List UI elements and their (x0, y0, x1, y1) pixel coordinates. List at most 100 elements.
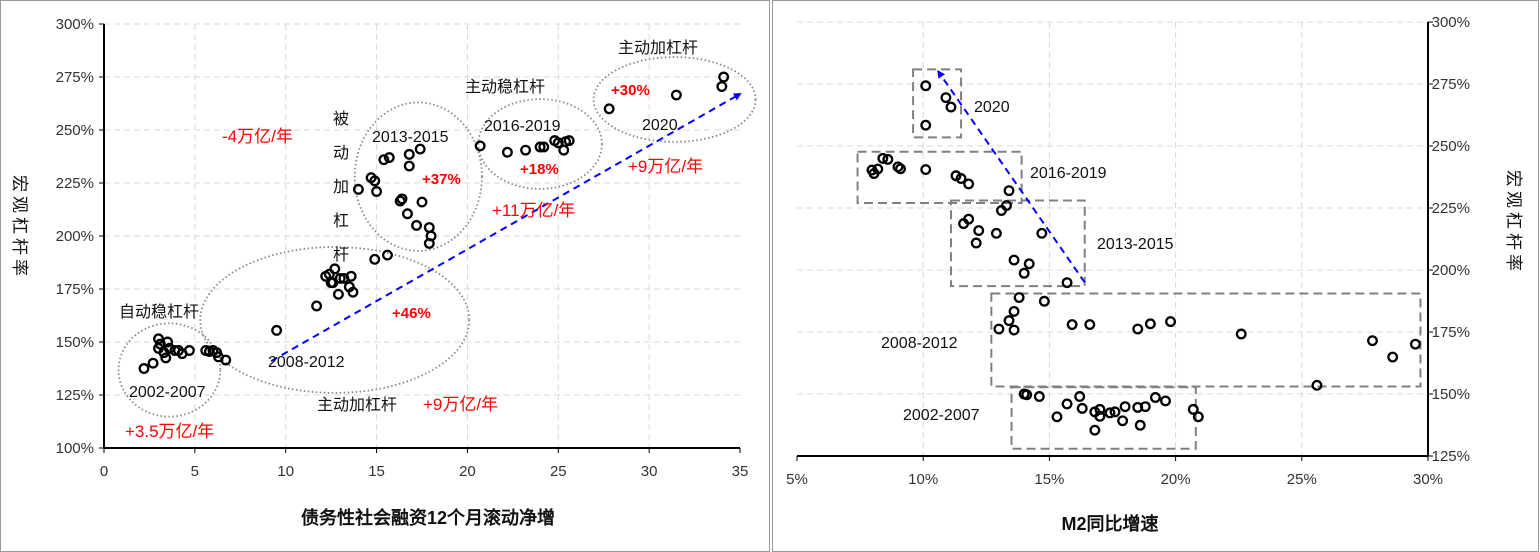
box-label-2016-2019: 2016-2019 (1030, 165, 1107, 182)
data-point-2016-2019 (538, 141, 550, 153)
annotation-0812-pct: +46% (392, 305, 431, 322)
y-tick-label: 125% (1432, 448, 1470, 465)
data-point-2002-2007 (1139, 401, 1151, 413)
data-point-2008-2012 (1409, 338, 1421, 350)
data-point-2013-2015 (1061, 277, 1073, 289)
y-tick-label: 125% (56, 387, 94, 404)
data-point-2008-2012 (332, 288, 344, 300)
x-tick-label: 25% (1287, 471, 1317, 488)
group-ellipse-2008-2012 (199, 246, 471, 394)
group-box-2020 (912, 68, 963, 139)
data-point-2013-2015 (383, 152, 395, 164)
data-point-2020 (940, 92, 952, 104)
data-point-2013-2015 (1023, 258, 1035, 270)
data-point-2008-2012 (271, 324, 283, 336)
group-box-2008-2012 (990, 292, 1422, 388)
left-annotations: 主动加杠杆 +30% 2020 +9万亿/年 主动稳杠杆 2016-2019 +… (119, 39, 703, 441)
data-point-2013-2015 (394, 195, 406, 207)
y-tick-label: 225% (1432, 200, 1470, 217)
annotation-2020-phase: 主动加杠杆 (618, 39, 698, 57)
data-point-2002-2007 (1061, 398, 1073, 410)
data-point-2016-2019 (552, 137, 564, 149)
data-point-2002-2007 (147, 357, 159, 369)
right-y-axis-title: 宏观杠杆率 (1504, 170, 1523, 275)
left-x-axis-title: 债务性社会融资12个月滚动净增 (301, 507, 555, 528)
data-point-2008-2012 (1008, 324, 1020, 336)
annotation-1315-pct: +37% (422, 171, 461, 188)
y-tick-label: 250% (1432, 138, 1470, 155)
annotation-1315-year: 2013-2015 (372, 129, 449, 146)
data-point-2002-2007 (220, 354, 232, 366)
data-point-2013-2015 (1008, 254, 1020, 266)
group-ellipse-2002-2007 (117, 322, 222, 418)
group-ellipse-2020 (592, 56, 757, 143)
data-point-2013-2015 (990, 227, 1002, 239)
data-point-2013-2015 (958, 218, 970, 230)
annotation-1315-phase-3: 加 (333, 178, 349, 196)
box-label-2002-2007: 2002-2007 (903, 407, 980, 424)
annotation-0207-flow: +3.5万亿/年 (125, 422, 214, 441)
data-point-2013-2015 (416, 196, 428, 208)
x-tick-label: 30% (1413, 471, 1443, 488)
x-tick-label: 5 (191, 463, 199, 480)
data-point-2002-2007 (1109, 406, 1121, 418)
data-point-2002-2007 (1160, 395, 1171, 407)
trend-arrow (270, 92, 742, 362)
data-point-2013-2015 (423, 222, 435, 233)
data-point-2016-2019 (877, 152, 889, 164)
y-tick-label: 225% (56, 175, 94, 192)
data-point-2008-2012 (1235, 328, 1247, 340)
data-point-2013-2015 (411, 219, 422, 231)
box-label-2020: 2020 (974, 99, 1010, 116)
y-tick-label: 150% (1432, 386, 1470, 403)
annotation-0207-phase: 自动稳杠杆 (119, 303, 199, 321)
data-point-2008-2012 (334, 272, 346, 284)
x-tick-label: 5% (786, 471, 808, 488)
x-tick-label: 30 (641, 463, 658, 480)
data-point-2002-2007 (1117, 415, 1129, 427)
data-point-2008-2012 (1367, 335, 1378, 347)
annotation-0812-phase: 主动加杠杆 (317, 396, 397, 414)
data-point-2016-2019 (866, 164, 878, 176)
data-point-2016-2019 (872, 163, 884, 175)
annotation-0207-year: 2002-2007 (129, 384, 206, 401)
x-tick-label: 10 (277, 463, 294, 480)
annotation-0812-year: 2008-2012 (268, 354, 345, 371)
data-point-2002-2007 (1134, 419, 1146, 431)
annotation-1315-phase-2: 动 (333, 144, 349, 162)
data-point-2002-2007 (162, 336, 174, 348)
data-point-2008-2012 (1387, 351, 1399, 363)
trend-arrow (937, 69, 1086, 283)
data-point-2008-2012 (1144, 318, 1156, 330)
data-point-2013-2015 (970, 237, 982, 249)
data-point-2013-2015 (369, 175, 381, 187)
data-point-2016-2019 (882, 153, 894, 165)
data-point-2013-2015 (403, 160, 415, 172)
data-point-2013-2015 (402, 208, 413, 220)
data-point-2020 (716, 81, 728, 92)
data-point-2020 (718, 71, 730, 83)
data-point-2002-2007 (160, 352, 172, 364)
data-point-2002-2007 (138, 363, 150, 374)
data-point-2008-2012 (382, 249, 393, 261)
annotation-2020-pct: +30% (611, 82, 650, 99)
data-point-2002-2007 (1149, 392, 1161, 403)
annotation-1619-year: 2016-2019 (484, 118, 561, 135)
data-point-2008-2012 (993, 323, 1005, 335)
data-point-2020 (603, 103, 615, 115)
data-point-2002-2007 (1089, 424, 1101, 436)
data-point-2008-2012 (1013, 292, 1025, 303)
data-point-2013-2015 (414, 143, 426, 155)
data-point-2008-2012 (1084, 319, 1096, 331)
data-point-2016-2019 (534, 141, 546, 153)
y-tick-label: 300% (1432, 14, 1470, 31)
data-point-2008-2012 (329, 263, 341, 275)
data-point-2008-2012 (1132, 323, 1144, 335)
data-point-2008-2012 (345, 270, 357, 282)
data-point-2013-2015 (973, 225, 985, 237)
annotation-1619-pct: +18% (520, 161, 559, 178)
y-tick-label: 275% (56, 69, 94, 86)
data-point-2008-2012 (1008, 305, 1020, 317)
annotation-0812-flow: +9万亿/年 (423, 395, 498, 414)
data-point-2002-2007 (1094, 403, 1106, 415)
